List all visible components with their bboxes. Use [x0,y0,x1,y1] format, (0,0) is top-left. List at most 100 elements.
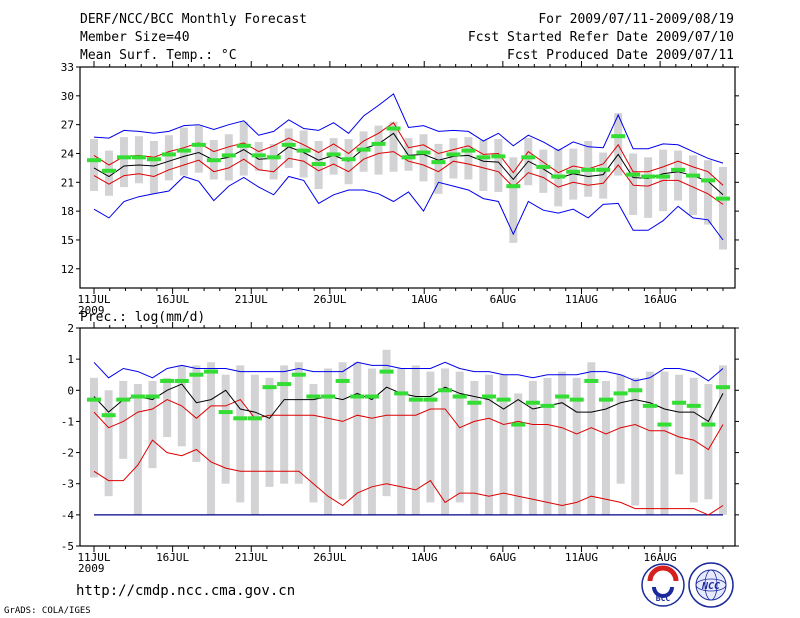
ensemble-box [558,371,567,515]
ensemble-box [353,362,362,515]
ensemble-box [426,371,435,503]
ensemble-box [689,155,698,215]
median-marker [101,168,116,173]
ensemble-box [539,149,548,193]
median-marker [596,167,611,172]
y-tick-label: 24 [61,147,75,160]
chart-title: DERF/NCC/BCC Monthly Forecast [80,12,307,27]
member-size: Member Size=40 [80,30,190,45]
median-marker [233,416,248,421]
median-marker [438,388,453,393]
ensemble-box [644,157,653,218]
median-marker [356,147,371,152]
median-marker [521,155,536,160]
forecast-period: For 2009/07/11-2009/08/19 [538,12,734,27]
precip-panel-title: Prec.: log(mm/d) [80,310,206,325]
median-marker [176,148,191,153]
median-marker [461,148,476,153]
x-tick-label: 1AUG [411,551,438,564]
median-marker [672,400,687,405]
median-marker [236,143,251,148]
y-tick-label: -5 [61,540,74,553]
ensemble-box [411,365,420,515]
y-tick-label: 12 [61,263,74,276]
ensemble-box [134,136,143,184]
y-tick-label: -3 [61,478,74,491]
ensemble-mean-line [93,383,724,423]
median-marker [511,422,526,427]
median-marker [611,134,626,139]
median-marker [716,196,730,201]
median-marker [481,394,496,399]
ensemble-box [704,384,713,500]
median-marker [291,372,306,377]
median-marker [204,369,219,374]
x-tick-label: 6AUG [490,293,517,306]
median-marker [584,378,599,383]
median-marker [716,385,730,390]
ensemble-box [389,121,398,172]
median-marker [431,160,446,165]
x-tick-label: 21JUL [235,551,268,564]
median-marker [206,158,221,163]
median-marker [371,141,386,146]
ensemble-box [163,377,172,437]
ensemble-box [265,377,274,487]
median-marker [116,155,131,160]
ensemble-box [299,130,308,178]
x-tick-label: 11AUG [565,293,598,306]
median-marker [551,174,566,179]
upper-quartile-line [93,398,724,451]
median-marker [686,403,701,408]
ensemble-box [207,362,216,515]
max-line [93,93,724,164]
median-marker [306,394,321,399]
ensemble-box [660,371,669,515]
median-marker [525,400,540,405]
median-marker [191,142,206,147]
y-tick-label: 15 [61,234,74,247]
median-marker [671,167,686,172]
y-tick-label: 2 [67,322,74,335]
ensemble-box [434,143,443,194]
x-tick-label: 21JUL [235,293,268,306]
ensemble-box [236,365,245,503]
ensemble-box [221,374,230,484]
ensemble-box [309,384,318,503]
median-marker [218,410,233,415]
forecast-start-date: Fcst Started Refer Date 2009/07/10 [467,30,734,45]
ensemble-box [616,374,625,484]
median-marker [656,174,671,179]
median-marker [598,397,613,402]
ensemble-box [194,125,203,173]
y-tick-label: 27 [61,119,74,132]
footer-url[interactable]: http://cmdp.ncc.cma.gov.cn [76,583,296,599]
median-marker [423,397,438,402]
median-marker [131,155,146,160]
plot-frame [79,327,736,547]
median-marker [467,400,482,405]
y-tick-label: -4 [61,509,75,522]
median-marker [251,153,266,158]
lower-quartile-line [93,439,724,516]
ensemble-box [719,365,727,515]
median-marker [701,178,716,183]
median-marker [476,155,491,160]
x-tick-label: 16AUG [644,551,677,564]
x-tick-label: 16JUL [156,293,189,306]
plot-frame [79,66,736,289]
x-tick-label: 16JUL [156,551,189,564]
ensemble-box [269,143,278,180]
ensemble-box [514,393,523,515]
ensemble-box [543,377,552,515]
ensemble-box [674,150,683,201]
ensemble-box [631,377,640,506]
median-marker [496,397,511,402]
median-marker [161,152,176,157]
median-marker [326,152,341,157]
median-marker [657,422,672,427]
y-tick-label: 21 [61,176,74,189]
ensemble-box [470,380,479,515]
median-marker [335,378,350,383]
